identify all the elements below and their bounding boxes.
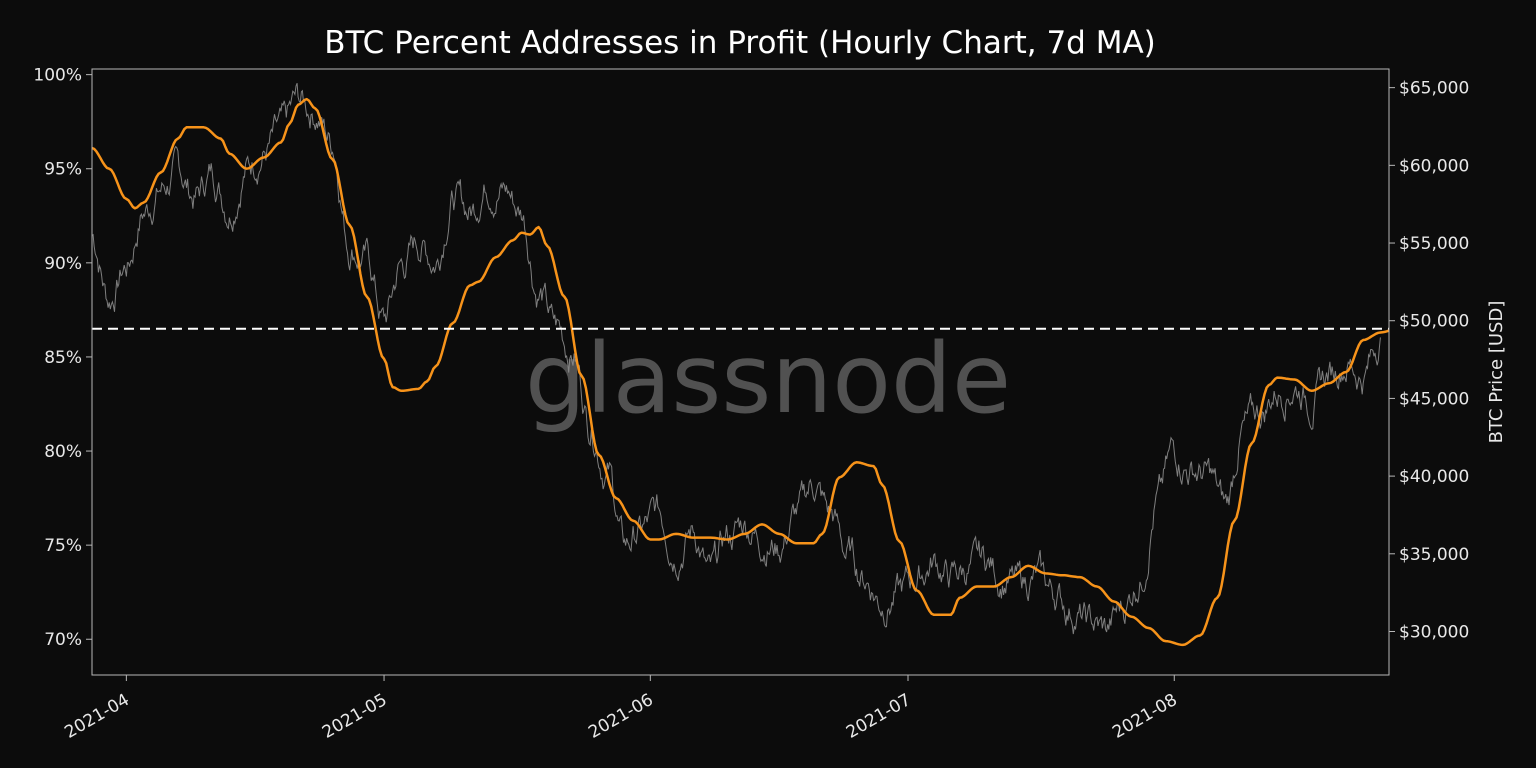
right-tick-label: $50,000	[1399, 312, 1469, 332]
right-tick-label: $30,000	[1399, 622, 1469, 642]
chart-title: BTC Percent Addresses in Profit (Hourly …	[324, 25, 1156, 61]
left-tick-label: 95%	[44, 160, 82, 180]
right-tick-label: $60,000	[1399, 156, 1469, 176]
left-tick-label: 75%	[44, 536, 82, 556]
ma-series-group	[91, 97, 1390, 647]
left-tick-label: 100%	[33, 66, 82, 86]
left-tick-label: 70%	[44, 630, 82, 650]
left-tick-label: 80%	[44, 442, 82, 462]
right-axis-label: BTC Price [USD]	[1486, 301, 1507, 444]
price-series-group	[91, 83, 1381, 635]
left-tick-label: 90%	[44, 254, 82, 274]
left-axis: 100% 95% 90% 85% 80% 75% 70%	[33, 66, 92, 650]
right-axis: $65,000 $60,000 $55,000 $50,000 $45,000 $40,0…	[1389, 79, 1469, 642]
right-tick-label: $35,000	[1399, 545, 1469, 565]
btc-price-line	[91, 83, 1381, 635]
plot-frame	[91, 68, 1390, 676]
percent-in-profit-ma-line	[91, 97, 1390, 647]
right-tick-label: $40,000	[1399, 467, 1469, 487]
watermark: glassnode	[525, 323, 1011, 435]
right-tick-label: $65,000	[1399, 79, 1469, 99]
right-tick-label: $55,000	[1399, 234, 1469, 254]
left-tick-label: 85%	[44, 348, 82, 368]
right-tick-label: $45,000	[1399, 389, 1469, 409]
